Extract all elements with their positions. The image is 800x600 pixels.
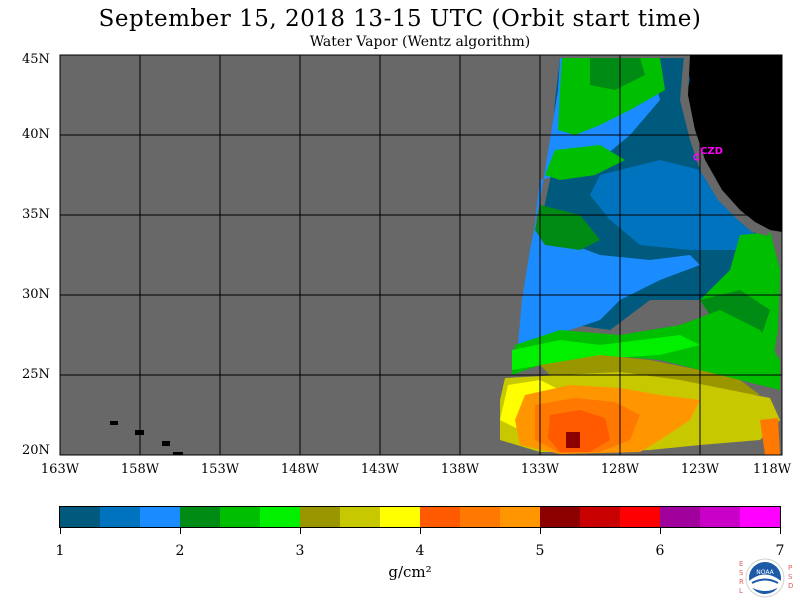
colorbar-swatch [220, 507, 260, 527]
swath-green-west [535, 205, 600, 250]
coastal-gap [680, 55, 770, 236]
svg-text:P: P [788, 564, 792, 572]
lon-label-158w: 158W [120, 462, 160, 477]
colorbar-tick-mark [300, 528, 301, 534]
colorbar-tick-mark [420, 528, 421, 534]
colorbar-tick-label: 7 [775, 543, 785, 559]
colorbar-tick-label: 1 [55, 543, 65, 559]
svg-text:L: L [739, 587, 743, 595]
colorbar-swatch [740, 507, 780, 527]
swath-bright-green [512, 335, 700, 370]
lat-label-35n: 35N [22, 207, 50, 222]
svg-text:NOAA: NOAA [756, 569, 774, 576]
swath-green-north-2 [590, 58, 645, 90]
colorbar-tick-label: 2 [175, 543, 185, 559]
colorbar-tick-mark [660, 528, 661, 534]
colorbar-swatch [140, 507, 180, 527]
lat-label-40n: 40N [22, 127, 50, 142]
swath-green-mid [545, 145, 625, 180]
colorbar-tick-mark [780, 528, 781, 534]
island-hawaii [173, 452, 183, 455]
colorbar-swatch [380, 507, 420, 527]
colorbar-tick-mark [540, 528, 541, 534]
svg-text:S: S [788, 573, 793, 581]
lon-label-153w: 153W [200, 462, 240, 477]
lon-label-143w: 143W [360, 462, 400, 477]
colorbar-tick-label: 5 [535, 543, 545, 559]
island-kauai [110, 421, 118, 425]
colorbar-tick-mark [180, 528, 181, 534]
colorbar-swatch [620, 507, 660, 527]
lon-label-128w: 128W [600, 462, 640, 477]
lon-label-118w: 118W [752, 462, 792, 477]
colorbar-tick-label: 4 [415, 543, 425, 559]
svg-text:E: E [739, 560, 743, 568]
colorbar-tick-label: 3 [295, 543, 305, 559]
map-subtitle: Water Vapor (Wentz algorithm) [309, 34, 531, 50]
colorbar-swatch [180, 507, 220, 527]
colorbar-swatch [580, 507, 620, 527]
colorbar-swatch [500, 507, 540, 527]
land-mass [685, 55, 782, 232]
colorbar-swatch [460, 507, 500, 527]
colorbar-tick-mark [60, 528, 61, 534]
island-maui [162, 441, 170, 446]
swath-orange-east [760, 418, 780, 455]
colorbar-swatch [260, 507, 300, 527]
lat-label-30n: 30N [22, 287, 50, 302]
lon-label-123w: 123W [680, 462, 720, 477]
colorbar-swatch [340, 507, 380, 527]
lon-label-163w: 163W [40, 462, 80, 477]
water-vapor-map [59, 54, 783, 456]
colorbar-swatch [700, 507, 740, 527]
lon-label-148w: 148W [280, 462, 320, 477]
noaa-esrl-psd-logo: NOAA E S R L P S D [739, 558, 793, 598]
swath-orange-3 [548, 410, 610, 452]
map-title: September 15, 2018 13-15 UTC (Orbit star… [98, 6, 702, 32]
colorbar-swatch [60, 507, 100, 527]
lat-label-45n: 45N [22, 52, 50, 67]
lon-label-133w: 133W [520, 462, 560, 477]
map-grid [60, 55, 782, 455]
colorbar-swatch [660, 507, 700, 527]
swath-mid-blue [590, 160, 755, 250]
colorbar-swatch [300, 507, 340, 527]
svg-text:D: D [788, 582, 793, 590]
colorbar-swatch [420, 507, 460, 527]
lat-label-25n: 25N [22, 367, 50, 382]
color-scale-bar [59, 506, 781, 528]
city-label-czd: CZD [700, 146, 723, 157]
colorbar-swatch [540, 507, 580, 527]
svg-text:S: S [739, 569, 744, 577]
lat-label-20n: 20N [22, 443, 50, 458]
colorbar-swatch [100, 507, 140, 527]
map-frame [59, 54, 783, 456]
colorbar-tick-label: 6 [655, 543, 665, 559]
lon-label-138w: 138W [440, 462, 480, 477]
svg-text:R: R [739, 578, 744, 586]
colorbar-units: g/cm² [388, 563, 432, 581]
swath-red-spot [566, 432, 580, 448]
